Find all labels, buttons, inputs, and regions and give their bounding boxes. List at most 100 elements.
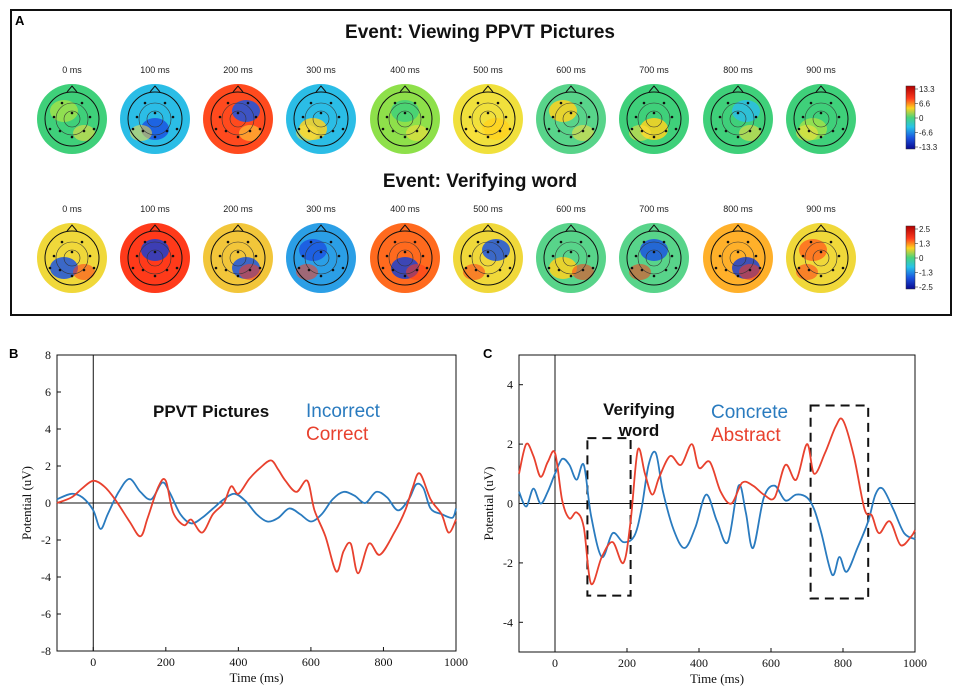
topomap-time-label: 400 ms bbox=[390, 65, 420, 75]
electrode-dot bbox=[246, 101, 250, 105]
row1-title: Event: Viewing PPVT Pictures bbox=[345, 22, 615, 43]
electrode-dot bbox=[82, 129, 86, 133]
electrode-dot bbox=[48, 266, 52, 270]
electrode-dot bbox=[218, 254, 222, 258]
topomap-blob bbox=[549, 257, 577, 279]
topomap-time-label: 0 ms bbox=[62, 65, 82, 75]
y-axis-title: Potential (uV) bbox=[19, 466, 34, 540]
topomap-blob bbox=[572, 264, 594, 280]
electrode-dot bbox=[393, 101, 397, 105]
topomap-head-outline bbox=[210, 230, 266, 286]
electrode-dot bbox=[421, 115, 425, 119]
electrode-dot bbox=[329, 240, 333, 244]
electrode-dot bbox=[831, 129, 835, 133]
topomap-blob bbox=[796, 125, 818, 141]
topomap-time-label: 900 ms bbox=[806, 65, 836, 75]
topomap-time-label: 200 ms bbox=[223, 204, 253, 214]
electrode-dot bbox=[60, 101, 64, 105]
electrode-dot bbox=[413, 101, 417, 105]
topomap-head bbox=[286, 223, 356, 293]
topomap-blob bbox=[796, 264, 818, 280]
topomap-contour bbox=[55, 241, 89, 275]
electrode-dot bbox=[508, 266, 512, 270]
electrode-dot bbox=[724, 129, 728, 133]
electrode-dot bbox=[143, 101, 147, 105]
row2-colorbar bbox=[905, 225, 916, 290]
legend-title: PPVT Pictures bbox=[153, 402, 269, 421]
electrode-dot bbox=[236, 250, 240, 254]
topomap-head bbox=[120, 223, 190, 293]
topomap-contour bbox=[479, 110, 497, 128]
electrode-dot bbox=[70, 135, 74, 139]
electrode-dot bbox=[301, 254, 305, 258]
electrode-dot bbox=[60, 240, 64, 244]
x-tick-label: 0 bbox=[552, 656, 558, 670]
electrode-dot bbox=[557, 268, 561, 272]
colorbar-tick-label: 6.6 bbox=[919, 100, 931, 109]
electrode-dot bbox=[547, 266, 551, 270]
electrode-dot bbox=[630, 127, 634, 131]
highlight-box bbox=[809, 404, 870, 600]
electrode-dot bbox=[319, 135, 323, 139]
topomap-head bbox=[786, 223, 856, 293]
electrode-dot bbox=[425, 266, 429, 270]
topomap-nose bbox=[66, 224, 78, 232]
y-tick-label: 2 bbox=[507, 437, 513, 451]
electrode-dot bbox=[758, 266, 762, 270]
x-tick-label: 0 bbox=[90, 655, 96, 669]
x-tick-label: 800 bbox=[834, 656, 852, 670]
topomap-nose bbox=[149, 224, 161, 232]
electrode-dot bbox=[391, 129, 395, 133]
row2-title: Event: Verifying word bbox=[383, 171, 577, 192]
electrode-dot bbox=[143, 240, 147, 244]
topomap-blob bbox=[629, 125, 651, 141]
electrode-dot bbox=[807, 268, 811, 272]
topomap-contour bbox=[812, 110, 830, 128]
topomap-contour bbox=[312, 110, 330, 128]
electrode-dot bbox=[581, 268, 585, 272]
topomap-disc bbox=[203, 223, 273, 293]
electrode-dot bbox=[674, 127, 678, 131]
row2-time-labels: 0 ms 100 ms 200 ms 300 ms 400 ms 500 ms 600 ms… bbox=[62, 204, 836, 214]
topomap-blob bbox=[799, 239, 827, 261]
electrode-dot bbox=[640, 268, 644, 272]
electrode-dot bbox=[559, 240, 563, 244]
topomap-contour bbox=[388, 241, 422, 275]
electrode-dot bbox=[381, 127, 385, 131]
electrode-dot bbox=[214, 266, 218, 270]
electrode-dot bbox=[736, 250, 740, 254]
y-tick-label: 8 bbox=[45, 348, 51, 362]
topomap-time-label: 100 ms bbox=[140, 204, 170, 214]
electrode-dot bbox=[581, 129, 585, 133]
series-line-concrete bbox=[518, 450, 916, 577]
electrode-dot bbox=[175, 266, 179, 270]
legend-title: Verifying bbox=[603, 400, 675, 419]
x-tick-label: 600 bbox=[762, 656, 780, 670]
topomap-blob bbox=[739, 264, 761, 280]
electrode-dot bbox=[591, 266, 595, 270]
electrode-dot bbox=[634, 254, 638, 258]
electrode-dot bbox=[131, 127, 135, 131]
topomap-head bbox=[203, 84, 273, 154]
electrode-dot bbox=[831, 268, 835, 272]
electrode-dot bbox=[557, 129, 561, 133]
electrode-dot bbox=[569, 250, 573, 254]
electrode-dot bbox=[153, 111, 157, 115]
topomap-nose bbox=[565, 224, 577, 232]
x-tick-label: 400 bbox=[690, 656, 708, 670]
electrode-dot bbox=[153, 274, 157, 278]
electrode-dot bbox=[224, 268, 228, 272]
topomap-head-outline bbox=[377, 230, 433, 286]
electrode-dot bbox=[153, 135, 157, 139]
electrode-dot bbox=[163, 240, 167, 244]
topomap-blob bbox=[406, 125, 428, 141]
electrode-dot bbox=[652, 135, 656, 139]
topomap-time-label: 700 ms bbox=[639, 65, 669, 75]
electrode-dot bbox=[496, 240, 500, 244]
electrode-dot bbox=[476, 101, 480, 105]
electrode-dot bbox=[634, 115, 638, 119]
topomap-contour bbox=[804, 241, 838, 275]
topomap-contour bbox=[804, 102, 838, 136]
x-tick-label: 200 bbox=[618, 656, 636, 670]
electrode-dot bbox=[569, 111, 573, 115]
